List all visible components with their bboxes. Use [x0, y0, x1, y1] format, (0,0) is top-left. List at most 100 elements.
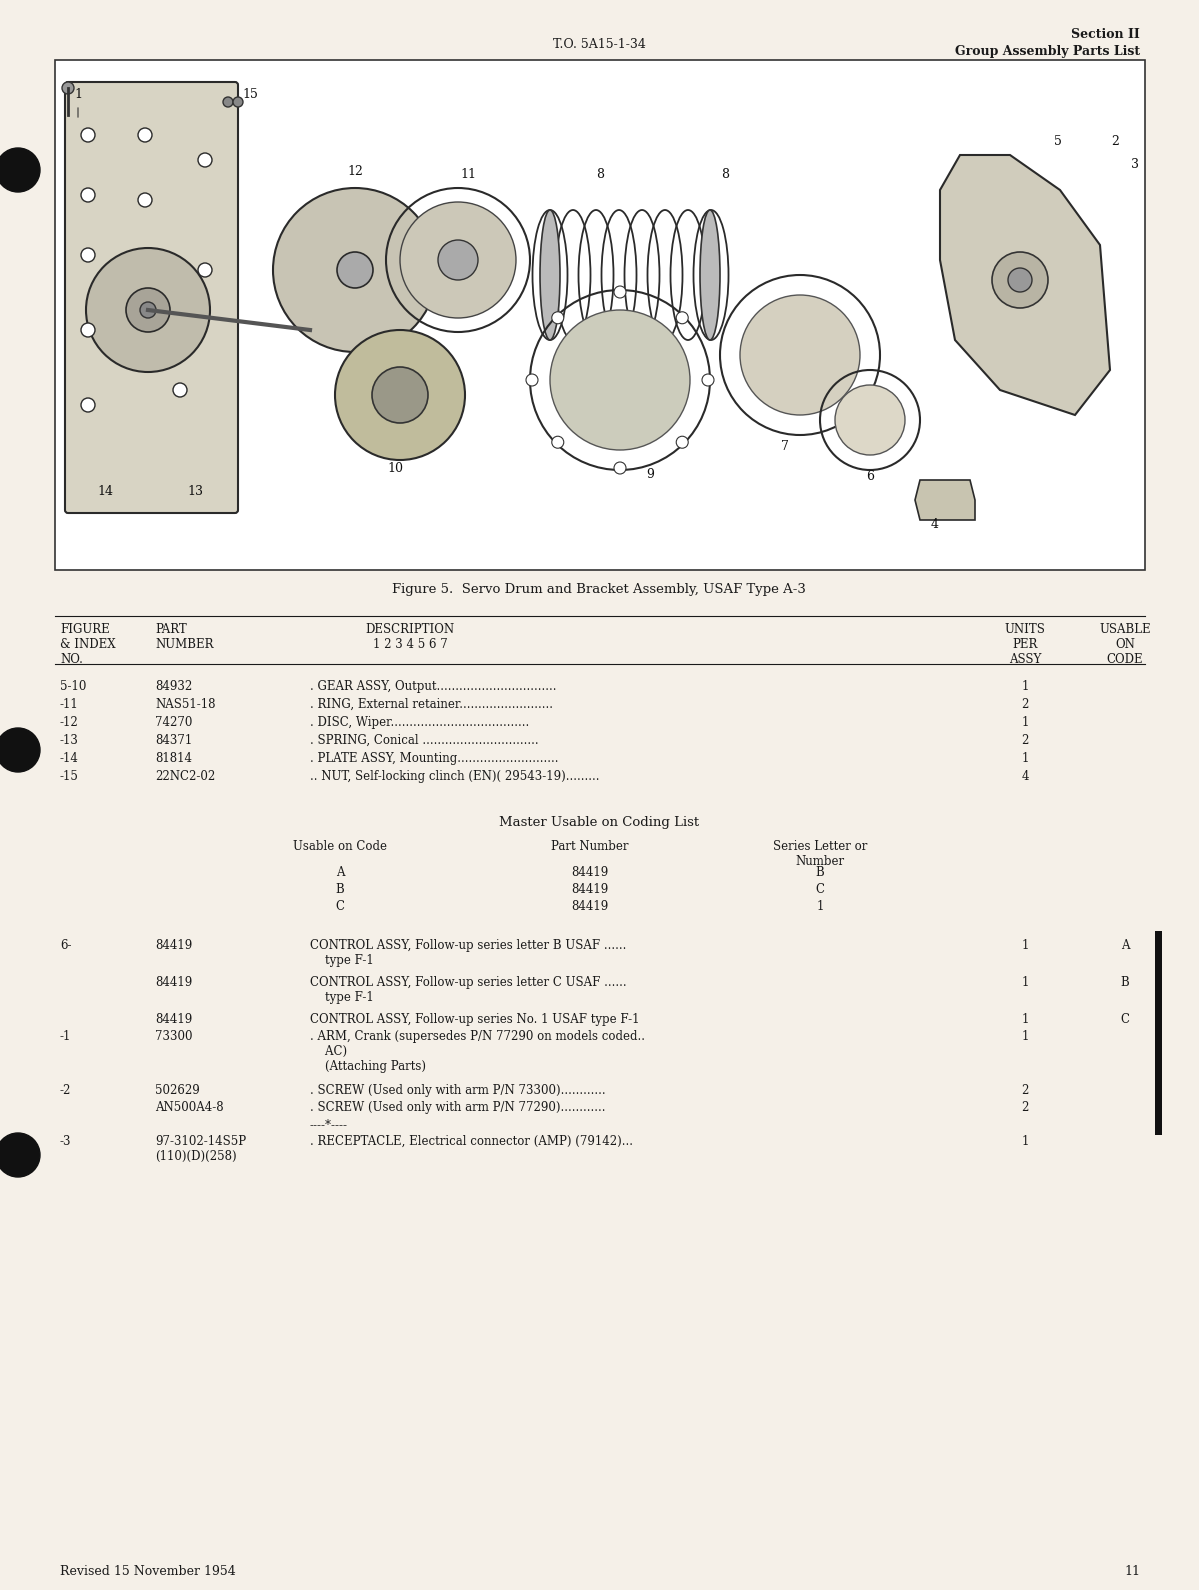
Text: 14: 14: [97, 485, 113, 498]
Text: 1: 1: [74, 87, 82, 102]
Polygon shape: [940, 154, 1110, 415]
Text: DESCRIPTION
1 2 3 4 5 6 7: DESCRIPTION 1 2 3 4 5 6 7: [366, 623, 454, 650]
Circle shape: [337, 251, 373, 288]
Text: CONTROL ASSY, Follow-up series letter C USAF ......
    type F-1: CONTROL ASSY, Follow-up series letter C …: [311, 976, 627, 1003]
Bar: [1155, 932, 1162, 1135]
Text: 97-3102-14S5P
(110)(D)(258): 97-3102-14S5P (110)(D)(258): [155, 1135, 246, 1162]
Text: 84419: 84419: [155, 976, 192, 989]
Circle shape: [223, 97, 233, 107]
Text: PART
NUMBER: PART NUMBER: [155, 623, 213, 650]
Text: -12: -12: [60, 716, 79, 728]
Text: 502629: 502629: [155, 1084, 200, 1097]
Text: . SPRING, Conical ...............................: . SPRING, Conical ......................…: [311, 735, 538, 747]
Circle shape: [173, 383, 187, 398]
Text: 9: 9: [646, 467, 653, 482]
Circle shape: [0, 728, 40, 773]
Circle shape: [992, 251, 1048, 308]
Ellipse shape: [700, 210, 721, 340]
Text: 84419: 84419: [572, 900, 609, 913]
Text: 7: 7: [781, 440, 789, 453]
Circle shape: [138, 192, 152, 207]
Text: UNITS
PER
ASSY: UNITS PER ASSY: [1005, 623, 1046, 666]
Text: 84419: 84419: [155, 940, 192, 952]
Text: 2: 2: [1022, 735, 1029, 747]
Text: -13: -13: [60, 735, 79, 747]
Text: 3: 3: [1131, 157, 1139, 172]
Circle shape: [273, 188, 436, 351]
Circle shape: [526, 374, 538, 386]
Text: Revised 15 November 1954: Revised 15 November 1954: [60, 1565, 236, 1577]
Text: 5-10: 5-10: [60, 681, 86, 693]
Text: A: A: [1121, 940, 1129, 952]
Text: USABLE
ON
CODE: USABLE ON CODE: [1099, 623, 1151, 666]
Circle shape: [676, 436, 688, 448]
Text: 6-: 6-: [60, 940, 72, 952]
Circle shape: [701, 374, 713, 386]
Text: 73300: 73300: [155, 1030, 193, 1043]
Text: NAS51-18: NAS51-18: [155, 698, 216, 711]
Text: 13: 13: [187, 485, 203, 498]
Text: 1: 1: [1022, 681, 1029, 693]
Text: 74270: 74270: [155, 716, 192, 728]
Text: -1: -1: [60, 1030, 72, 1043]
Text: Figure 5.  Servo Drum and Bracket Assembly, USAF Type A-3: Figure 5. Servo Drum and Bracket Assembl…: [392, 584, 806, 596]
Ellipse shape: [540, 210, 560, 340]
Text: C: C: [1121, 1013, 1129, 1026]
Text: 5: 5: [1054, 135, 1062, 148]
Text: . GEAR ASSY, Output................................: . GEAR ASSY, Output.....................…: [311, 681, 556, 693]
Text: 15: 15: [242, 87, 258, 102]
Text: 2: 2: [1022, 1084, 1029, 1097]
Text: 84419: 84419: [155, 1013, 192, 1026]
Text: 84932: 84932: [155, 681, 192, 693]
Circle shape: [140, 302, 156, 318]
Text: 1: 1: [1022, 1135, 1029, 1148]
Text: . SCREW (Used only with arm P/N 77290)............: . SCREW (Used only with arm P/N 77290)..…: [311, 1100, 605, 1115]
Text: B: B: [815, 867, 825, 879]
Circle shape: [372, 367, 428, 423]
Text: A: A: [336, 867, 344, 879]
Text: T.O. 5A15-1-34: T.O. 5A15-1-34: [553, 38, 645, 51]
Text: CONTROL ASSY, Follow-up series No. 1 USAF type F-1: CONTROL ASSY, Follow-up series No. 1 USA…: [311, 1013, 639, 1026]
Text: 11: 11: [1123, 1565, 1140, 1577]
Text: CONTROL ASSY, Follow-up series letter B USAF ......
    type F-1: CONTROL ASSY, Follow-up series letter B …: [311, 940, 626, 967]
Text: 84419: 84419: [572, 867, 609, 879]
Circle shape: [82, 188, 95, 202]
Text: 1: 1: [1022, 1030, 1029, 1043]
Text: 2: 2: [1022, 1100, 1029, 1115]
Text: . SCREW (Used only with arm P/N 73300)............: . SCREW (Used only with arm P/N 73300)..…: [311, 1084, 605, 1097]
Text: Series Letter or
Number: Series Letter or Number: [773, 840, 867, 868]
Circle shape: [233, 97, 243, 107]
Text: 6: 6: [866, 471, 874, 483]
Text: . ARM, Crank (supersedes P/N 77290 on models coded..
    AC)
    (Attaching Part: . ARM, Crank (supersedes P/N 77290 on mo…: [311, 1030, 645, 1073]
Circle shape: [198, 262, 212, 277]
Circle shape: [0, 1134, 40, 1177]
Circle shape: [740, 296, 860, 415]
Circle shape: [82, 398, 95, 412]
Circle shape: [438, 240, 478, 280]
Circle shape: [676, 312, 688, 324]
Circle shape: [82, 248, 95, 262]
Text: 10: 10: [387, 463, 403, 475]
Text: 8: 8: [721, 169, 729, 181]
Text: 81814: 81814: [155, 752, 192, 765]
Text: 2: 2: [1022, 698, 1029, 711]
Circle shape: [614, 463, 626, 474]
Circle shape: [82, 129, 95, 142]
Text: 1: 1: [1022, 716, 1029, 728]
Circle shape: [198, 153, 212, 167]
Text: . RECEPTACLE, Electrical connector (AMP) (79142)...: . RECEPTACLE, Electrical connector (AMP)…: [311, 1135, 633, 1148]
Text: -3: -3: [60, 1135, 72, 1148]
Circle shape: [82, 323, 95, 337]
Circle shape: [400, 202, 516, 318]
Circle shape: [550, 310, 689, 450]
Text: 4: 4: [930, 518, 939, 531]
Text: -14: -14: [60, 752, 79, 765]
Text: B: B: [1121, 976, 1129, 989]
Circle shape: [335, 331, 465, 460]
Text: ----*----: ----*----: [311, 1118, 348, 1130]
Text: 22NC2-02: 22NC2-02: [155, 770, 216, 782]
Text: 11: 11: [460, 169, 476, 181]
Circle shape: [552, 436, 564, 448]
Text: 1: 1: [1022, 976, 1029, 989]
Bar: [55, 60, 1145, 569]
